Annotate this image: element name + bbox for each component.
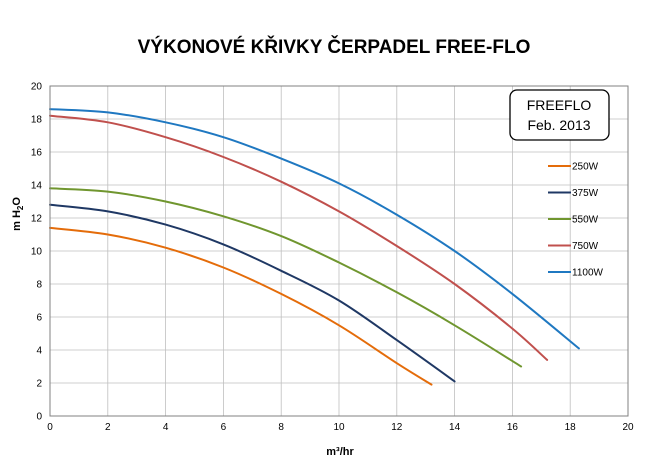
x-tick-label: 0 [47,422,53,433]
series-line-750W [49,114,549,361]
y-axis-label: m H2O [11,197,25,231]
x-tick-label: 16 [507,422,519,433]
y-tick-label: 20 [31,82,43,93]
y-tick-label: 6 [36,313,42,324]
annotation-box: FREEFLO Feb. 2013 [509,89,610,141]
y-axis-label-end: O [11,197,23,206]
legend-label-375W: 375W [572,188,599,199]
x-axis-label: m³/hr [326,446,354,458]
y-tick-label: 2 [36,379,42,390]
x-tick-label: 18 [565,422,577,433]
y-tick-label: 0 [36,412,42,423]
y-axis-label-main: m H [11,210,23,231]
y-tick-label: 16 [31,148,43,159]
y-tick-label: 4 [36,346,42,357]
legend-label-550W: 550W [572,215,599,226]
legend-label-250W: 250W [572,162,599,173]
y-tick-label: 14 [31,181,43,192]
annotation-line2: Feb. 2013 [527,117,590,133]
y-tick-label: 18 [31,115,43,126]
x-tick-label: 8 [278,422,284,433]
legend: 250W 375W 550W 750W 1100W [548,162,604,279]
series-line-375W [49,203,456,383]
x-tick-labels: 0 2 4 6 8 10 12 14 16 18 20 [47,422,634,433]
series-lines [49,108,580,386]
x-tick-label: 10 [333,422,345,433]
plot-frame [49,85,629,417]
x-tick-label: 2 [105,422,111,433]
series-line-550W [49,187,523,368]
annotation-line1: FREEFLO [527,97,592,113]
legend-label-750W: 750W [572,241,599,252]
x-tick-label: 6 [221,422,227,433]
x-tick-label: 14 [449,422,461,433]
series-line-1100W [49,108,580,350]
y-tick-label: 12 [31,214,43,225]
y-axis-label-subscript: 2 [16,205,25,210]
legend-label-1100W: 1100W [572,268,604,279]
y-tick-labels: 0 2 4 6 8 10 12 14 16 18 20 [31,82,43,423]
x-tick-label: 12 [391,422,403,433]
x-tick-label: 20 [622,422,634,433]
annotation-frame [509,89,610,141]
chart-title: VÝKONOVÉ KŘIVKY ČERPADEL FREE-FLO [138,36,531,58]
y-tick-label: 10 [31,247,43,258]
series-line-250W [49,226,433,386]
y-tick-label: 8 [36,280,42,291]
x-tick-label: 4 [163,422,169,433]
